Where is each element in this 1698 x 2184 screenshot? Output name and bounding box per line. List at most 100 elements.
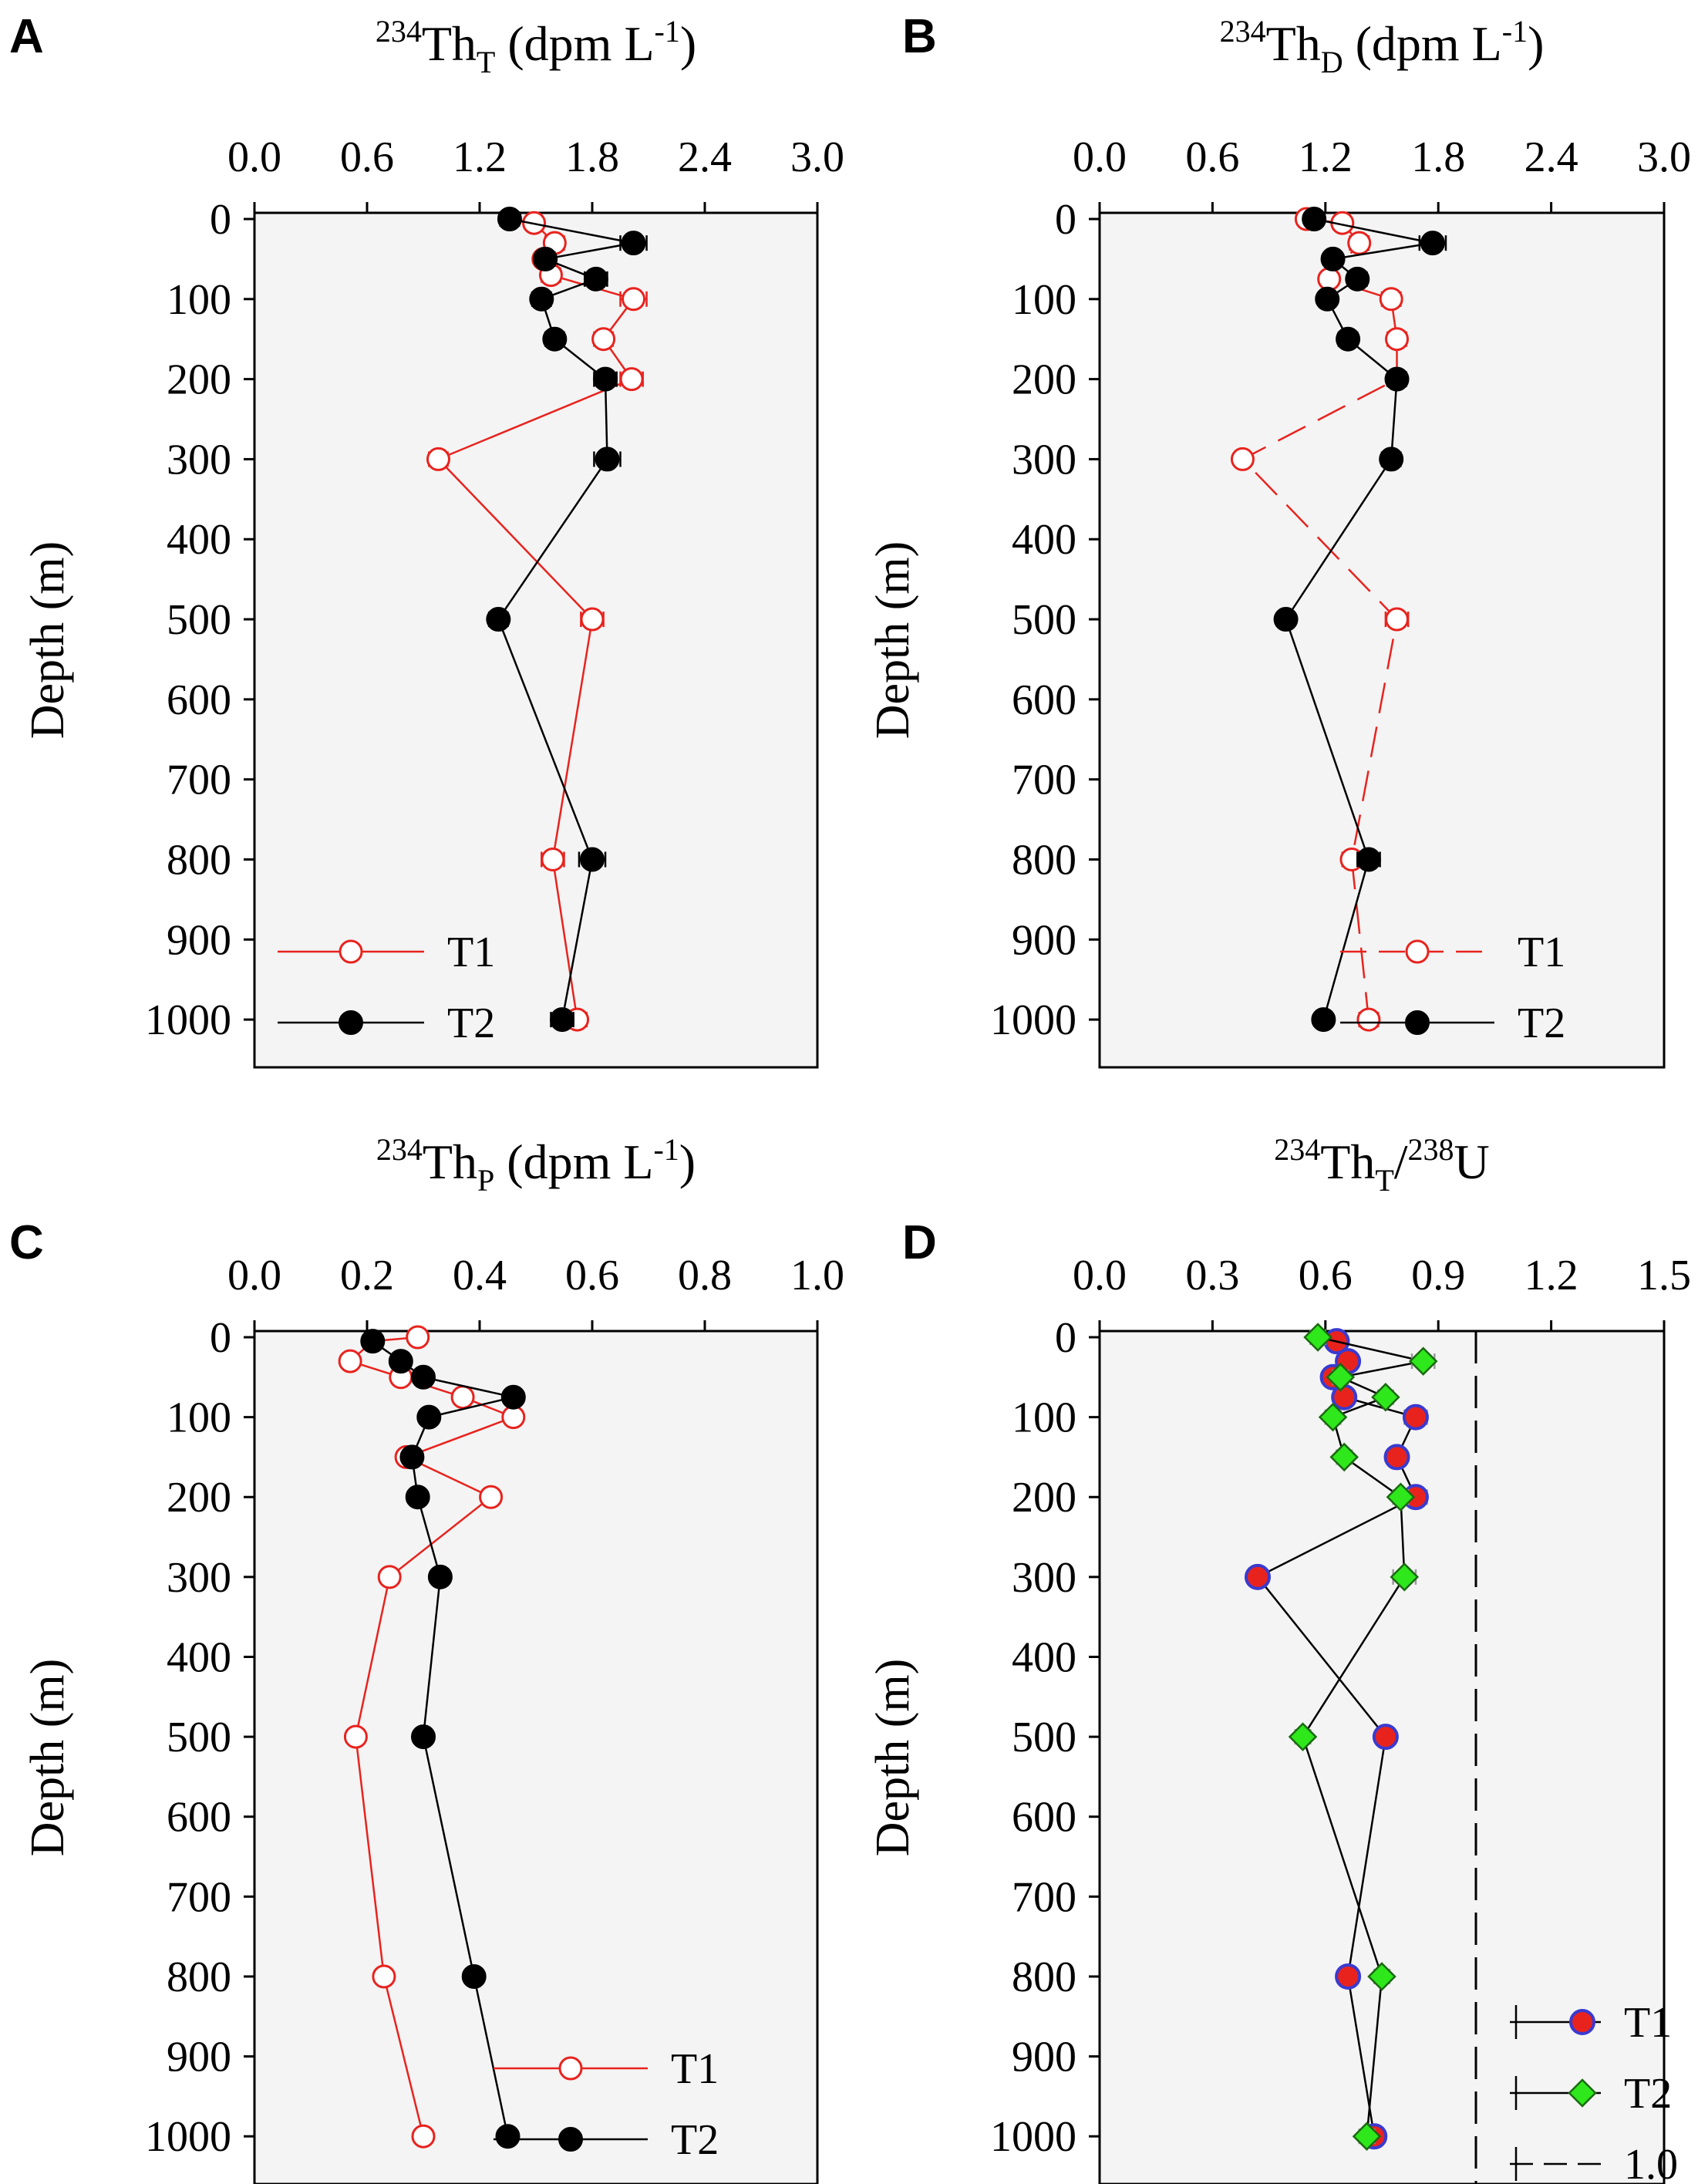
panel-letter: B <box>902 10 937 63</box>
title-part: (dpm L <box>1343 16 1502 71</box>
data-point <box>1379 287 1403 312</box>
legend-entry: T1 <box>494 2045 719 2093</box>
title-part: Th <box>1266 16 1321 71</box>
y-tick-label: 900 <box>1012 2034 1076 2081</box>
y-tick-label: 300 <box>1012 436 1076 484</box>
title-part: T <box>477 45 495 79</box>
data-point <box>593 366 618 392</box>
x-tick-label: 3.0 <box>790 133 844 181</box>
y-tick-label: 100 <box>1012 1394 1076 1442</box>
data-point <box>1329 1442 1359 1472</box>
data-point <box>580 607 605 632</box>
x-tick-label: 1.8 <box>565 133 619 181</box>
axis-title: 234ThD (dpm L-1) <box>1220 14 1545 79</box>
legend-label: T2 <box>671 2116 719 2164</box>
title-part: Th <box>423 1134 477 1189</box>
data-point <box>426 447 450 471</box>
data-point <box>1356 847 1381 872</box>
plot-area <box>253 1330 819 2184</box>
data-point <box>1390 1562 1420 1592</box>
title-part: 234 <box>1274 1132 1320 1167</box>
y-tick-label: 500 <box>1012 1714 1076 1761</box>
y-tick-label: 1000 <box>990 2113 1076 2161</box>
y-tick-label: 300 <box>1012 1554 1076 1602</box>
panel-d: D 234ThT/238U 0.0 0.3 0.6 0.9 1.2 1.5 0 100 200 300… <box>867 1132 1691 2184</box>
data-point <box>1379 447 1404 472</box>
x-tick-label: 0.6 <box>565 1252 619 1299</box>
y-tick-label: 900 <box>167 2034 231 2081</box>
y-tick-label: 1000 <box>990 996 1076 1044</box>
data-point <box>591 327 616 352</box>
x-tick-label: 1.2 <box>1524 1252 1578 1299</box>
title-part: Th <box>422 16 477 71</box>
title-part: -1 <box>653 1132 679 1167</box>
data-point <box>1420 231 1445 256</box>
y-tick-label: 200 <box>1012 356 1076 404</box>
y-tick-label: 600 <box>167 1794 231 1842</box>
data-point <box>1317 267 1342 292</box>
x-tick-label: 0.4 <box>453 1252 507 1299</box>
y-tick-label: 500 <box>1012 596 1076 644</box>
x-tick-label: 0.6 <box>1185 133 1239 181</box>
y-tick-label: 400 <box>167 1633 231 1681</box>
data-point <box>372 1964 396 1989</box>
panel-c: C 234ThP (dpm L-1) 0.0 0.2 0.4 0.6 0.8 1.0 0 100 2… <box>9 1132 844 2184</box>
y-tick-label: 0 <box>1055 1314 1076 1362</box>
data-point <box>541 847 565 871</box>
title-part: T <box>1375 1163 1393 1198</box>
legend-label: T2 <box>1624 2070 1672 2118</box>
data-point <box>495 2124 521 2149</box>
data-point <box>461 1963 487 1989</box>
series-t2 <box>360 1329 526 2149</box>
data-point <box>1230 447 1255 471</box>
data-point <box>486 607 511 632</box>
x-tick-label: 1.2 <box>453 133 507 181</box>
legend-marker <box>558 2127 583 2152</box>
y-tick-label: 400 <box>1012 516 1076 564</box>
x-tick-label: 1.2 <box>1299 133 1353 181</box>
legend-marker <box>558 2056 583 2081</box>
x-tick-label: 0.6 <box>340 133 394 181</box>
y-tick-label: 1000 <box>145 996 231 1044</box>
y-tick-label: 700 <box>1012 757 1076 804</box>
y-axis-label: Depth (m) <box>22 1659 74 1857</box>
data-point <box>1288 1722 1318 1751</box>
y-axis-label: Depth (m) <box>867 541 919 740</box>
panel-letter: C <box>9 1216 44 1269</box>
title-part: D <box>1321 45 1343 79</box>
data-point <box>427 1564 453 1589</box>
legend-entry: T2 <box>1340 999 1565 1047</box>
title-part: ) <box>680 16 696 71</box>
data-point <box>529 286 554 312</box>
x-tick-label: 3.0 <box>1637 133 1691 181</box>
legend-marker <box>1405 939 1430 964</box>
y-tick-label: 700 <box>167 757 231 804</box>
legend-marker <box>339 939 363 964</box>
panel-letter: D <box>902 1216 937 1269</box>
data-point <box>377 1565 402 1589</box>
axis-title: 234ThP (dpm L-1) <box>376 1132 696 1198</box>
panel-a: A 234ThT (dpm L-1) 0.0 0.6 1.2 1.8 2.4 3.0 0 100 2… <box>9 10 844 1069</box>
y-tick-label: 100 <box>167 1394 231 1442</box>
data-point <box>1356 1007 1381 1032</box>
y-tick-label: 200 <box>167 1474 231 1522</box>
y-tick-label: 100 <box>1012 276 1076 324</box>
title-part: / <box>1394 1134 1408 1189</box>
y-tick-label: 100 <box>167 276 231 324</box>
legend-entry: T2 <box>1510 2070 1672 2118</box>
y-tick-label: 0 <box>210 1314 231 1362</box>
data-point <box>1372 1724 1399 1751</box>
title-part: ) <box>1528 16 1544 71</box>
data-point <box>1303 1323 1332 1352</box>
legend-marker <box>1568 2078 1597 2108</box>
y-axis-label: Depth (m) <box>22 541 74 740</box>
data-point <box>621 231 646 256</box>
series-t2 <box>486 207 648 1033</box>
data-point <box>399 1444 425 1470</box>
data-point <box>1335 1963 1362 1990</box>
title-part: Th <box>1320 1134 1375 1189</box>
y-tick-label: 800 <box>167 1953 231 2001</box>
x-tick-label: 0.0 <box>1073 133 1127 181</box>
